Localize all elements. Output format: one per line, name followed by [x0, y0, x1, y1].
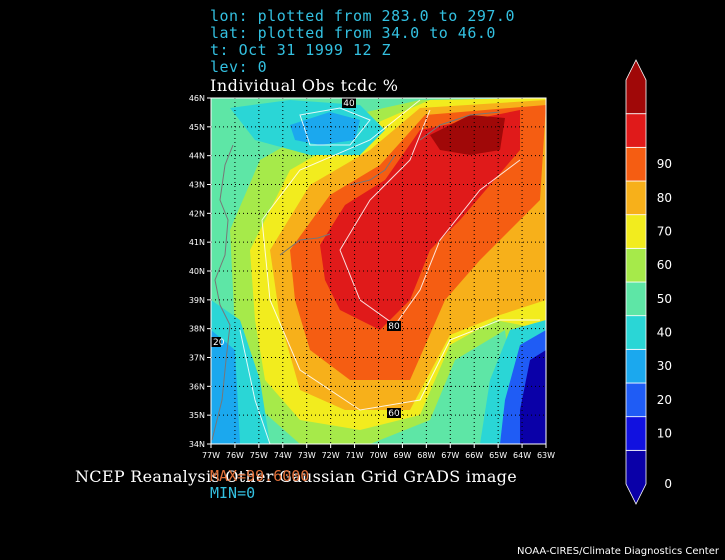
lat-tick-label: 45N — [189, 123, 205, 132]
max-min-block: MAX=99.6000 MIN=0 — [210, 468, 309, 502]
lat-tick-label: 42N — [189, 209, 205, 218]
colorbar-segment — [625, 348, 647, 384]
contour-label: 60 — [388, 409, 400, 419]
colorbar-label: 40 — [657, 326, 672, 340]
lat-tick-label: 46N — [189, 94, 205, 103]
credit-text: NOAA-CIRES/Climate Diagnostics Center — [517, 546, 719, 557]
lat-axis: 34N 35N 36N 37N 38N 39N 40N 41N 42N 43N 44N 45N 46N — [189, 94, 211, 449]
contour-lines — [239, 99, 540, 444]
colorbar-segment — [625, 382, 647, 418]
lon-tick-label: 74W — [274, 451, 292, 460]
contour-label: 20 — [213, 338, 225, 348]
lat-tick-label: 44N — [189, 152, 205, 161]
lon-tick-label: 65W — [489, 451, 507, 460]
plot-info: lon: plotted from 283.0 to 297.0 lat: plo… — [210, 8, 515, 76]
lon-tick-label: 69W — [393, 451, 411, 460]
lon-tick-label: 66W — [465, 451, 483, 460]
max-value: MAX=99.6000 — [210, 467, 310, 485]
colorbar-label: 50 — [657, 292, 672, 306]
colorbar: 0 10 20 30 40 50 60 70 80 90 — [625, 59, 672, 505]
contour-label: 40 — [343, 99, 355, 109]
lon-tick-label: 73W — [298, 451, 316, 460]
colorbar-arrow-top — [625, 59, 647, 115]
coastline — [211, 111, 501, 441]
colorbar-segment — [625, 315, 647, 350]
colorbar-segment — [625, 113, 647, 148]
lon-tick-label: 63W — [537, 451, 555, 460]
contour-label: 80 — [388, 322, 400, 332]
colorbar-label: 10 — [657, 427, 672, 441]
lon-tick-label: 75W — [250, 451, 268, 460]
lat-tick-label: 38N — [189, 325, 205, 334]
image-caption: NCEP Reanalysis Other Gaussian Grid GrAD… — [75, 467, 517, 486]
level-line: lev: 0 — [210, 58, 268, 76]
colorbar-segment — [625, 416, 647, 451]
colorbar-segment — [625, 214, 647, 249]
lon-tick-label: 70W — [369, 451, 387, 460]
time-line: t: Oct 31 1999 12 Z — [210, 41, 392, 59]
map-gridlines — [211, 98, 546, 444]
lat-tick-label: 36N — [189, 382, 205, 391]
lon-axis: 77W 76W 75W 74W 73W 72W 71W 70W 69W 68W 67W 66W 65W 6… — [202, 444, 555, 460]
lat-tick-label: 39N — [189, 296, 205, 305]
lat-tick-label: 37N — [189, 354, 205, 363]
contour-labels: 40 80 60 20 — [211, 98, 401, 419]
lon-tick-label: 76W — [226, 451, 244, 460]
colorbar-label: 90 — [657, 157, 672, 171]
lon-tick-label: 72W — [322, 451, 340, 460]
lon-range: lon: plotted from 283.0 to 297.0 — [210, 7, 515, 25]
lon-tick-label: 77W — [202, 451, 220, 460]
colorbar-segment — [625, 247, 647, 283]
lon-tick-label: 64W — [513, 451, 531, 460]
colorbar-label: 0 — [664, 477, 672, 491]
colorbar-segment — [625, 180, 647, 216]
colorbar-label: 80 — [657, 191, 672, 205]
colorbar-label: 60 — [657, 258, 672, 272]
lon-tick-label: 67W — [441, 451, 459, 460]
lon-tick-label: 68W — [417, 451, 435, 460]
lat-tick-label: 41N — [189, 238, 205, 247]
lat-tick-label: 34N — [189, 440, 205, 449]
lat-range: lat: plotted from 34.0 to 46.0 — [210, 24, 496, 42]
min-value: MIN=0 — [210, 484, 256, 502]
colorbar-segment — [625, 281, 647, 317]
colorbar-segment — [625, 146, 647, 182]
colorbar-label: 20 — [657, 393, 672, 407]
lat-tick-label: 43N — [189, 181, 205, 190]
lat-tick-label: 35N — [189, 411, 205, 420]
colorbar-label: 70 — [657, 225, 672, 239]
plot-title: Individual Obs tcdc % — [210, 76, 399, 95]
colorbar-arrow-bottom — [625, 449, 647, 505]
lon-tick-label: 71W — [346, 451, 364, 460]
colorbar-label: 30 — [657, 359, 672, 373]
lat-tick-label: 40N — [189, 267, 205, 276]
